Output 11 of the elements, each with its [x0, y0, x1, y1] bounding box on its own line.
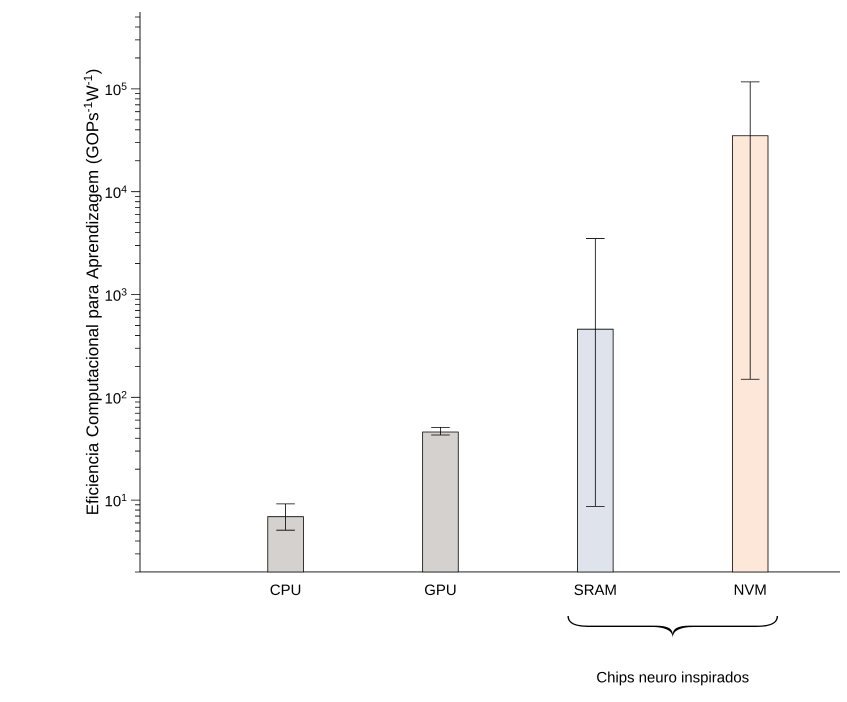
y-axis-title: Eficiencia Computacional para Aprendizagem (GOPs$^{-1}$W$^{-1}$) — [84, 70, 102, 514]
x-tick-label: SRAM — [574, 584, 616, 596]
text: Chips neuro inspirados — [597, 672, 749, 686]
y-tick-label: 10$^{2}$ — [106, 390, 126, 404]
y-tick-label: 10$^{1}$ — [106, 494, 126, 506]
y-tick-label: 10$^{4}$ — [106, 185, 127, 198]
x-tick-label: NVM — [734, 584, 766, 595]
x-tick-label: CPU — [270, 584, 300, 596]
x-tick-label: GPU — [425, 584, 456, 596]
y-tick-label: 10$^{3}$ — [106, 288, 127, 301]
y-tick-label: 10$^{5}$ — [106, 82, 127, 96]
